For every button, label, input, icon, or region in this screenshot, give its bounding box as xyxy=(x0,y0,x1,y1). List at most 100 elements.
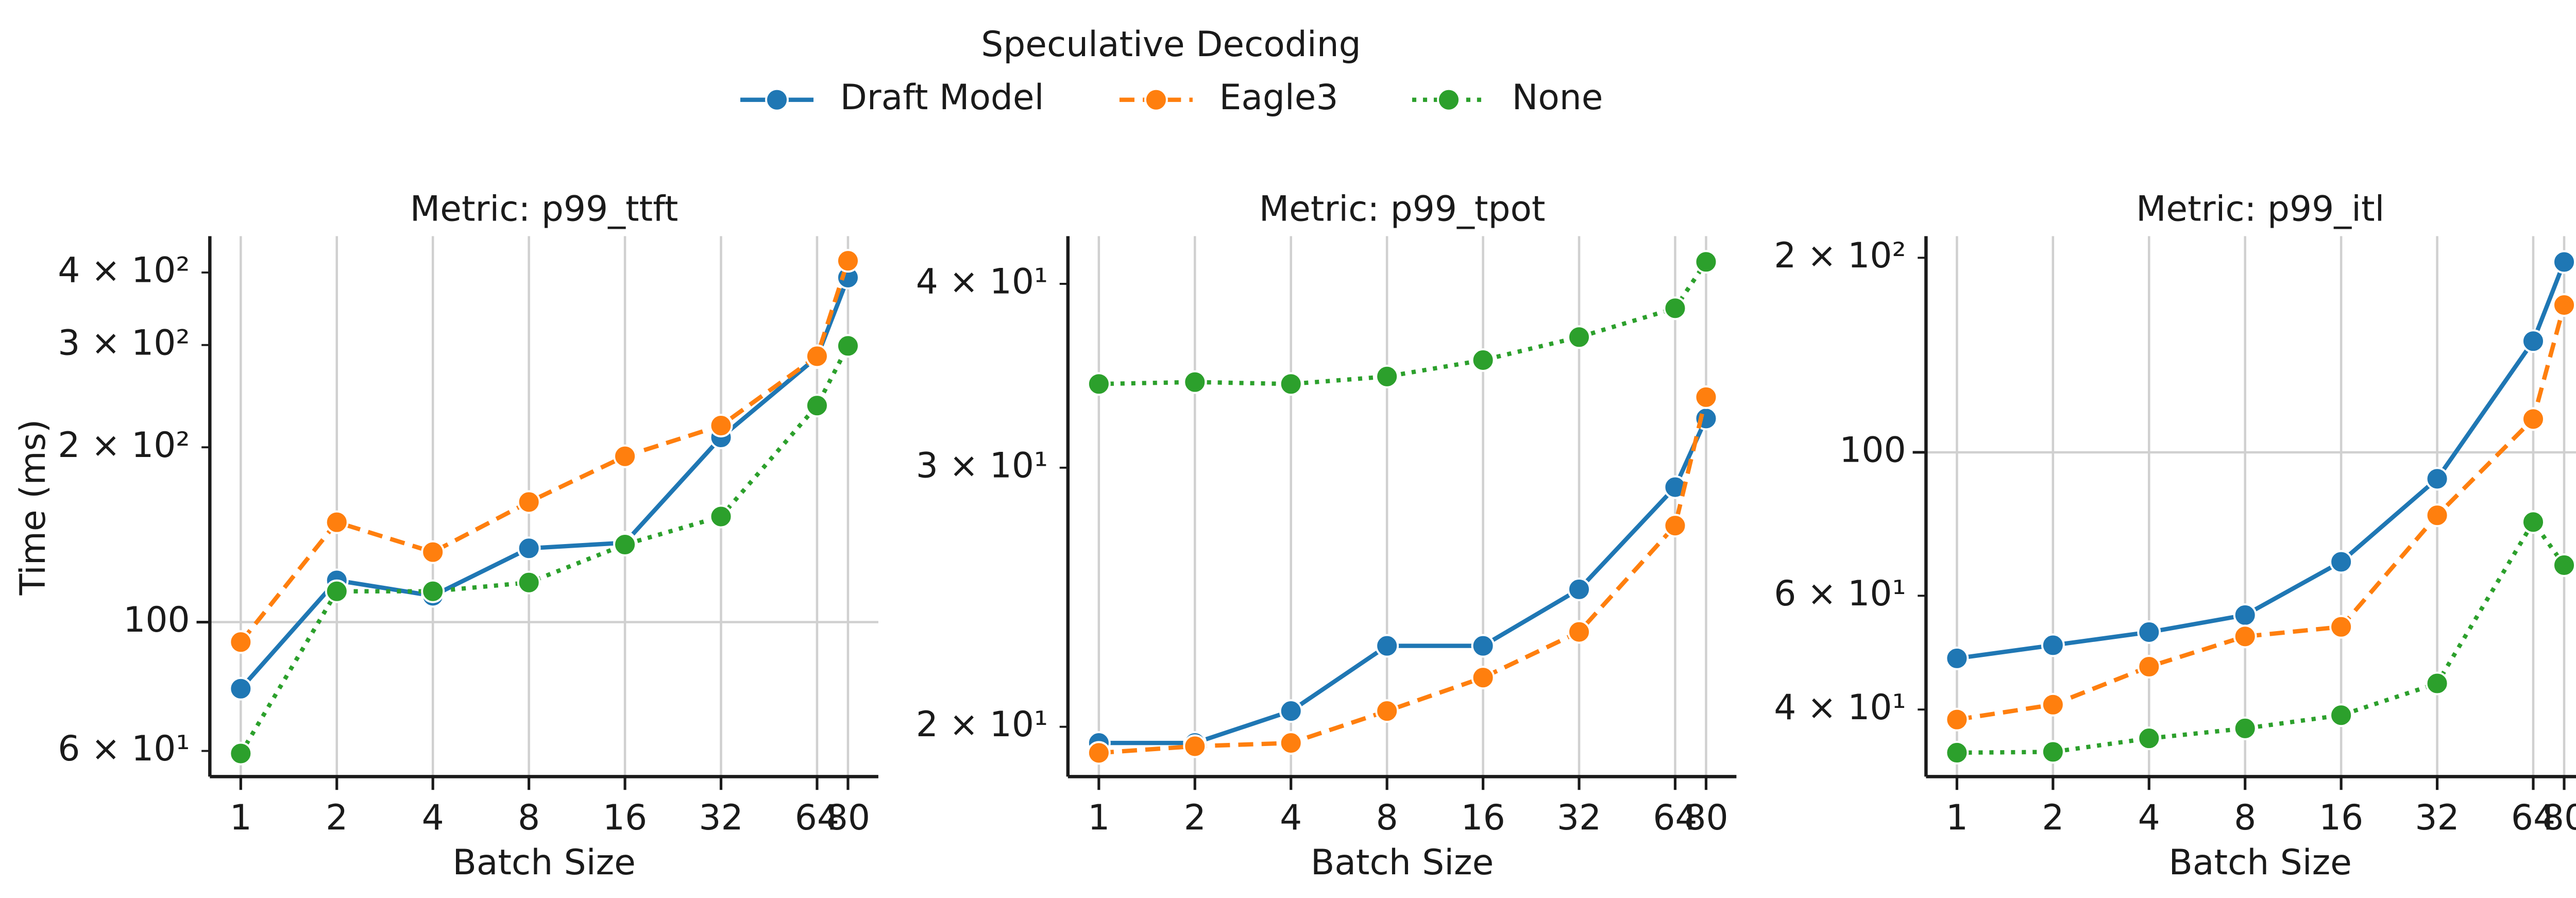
subplot-title: Metric: p99_itl xyxy=(2136,188,2384,229)
data-point xyxy=(517,570,541,595)
x-tick-label: 1 xyxy=(1088,797,1110,838)
legend-label: Draft Model xyxy=(840,77,1044,117)
data-point xyxy=(1375,699,1399,723)
data-point xyxy=(229,741,253,766)
x-tick-label: 1 xyxy=(1946,797,1968,838)
data-point xyxy=(2041,740,2065,764)
x-axis-label: Batch Size xyxy=(452,842,635,883)
y-tick-label: 2 × 10² xyxy=(1774,235,1906,276)
series-line xyxy=(1098,417,1708,745)
data-point xyxy=(805,394,829,418)
x-tick-label: 32 xyxy=(1557,797,1601,838)
data-point xyxy=(1663,296,1687,320)
data-point xyxy=(517,490,541,514)
data-point xyxy=(2329,615,2353,639)
data-point xyxy=(1087,372,1111,396)
data-point xyxy=(1183,370,1207,394)
data-point xyxy=(1945,707,1969,732)
data-point xyxy=(2041,692,2065,717)
data-point xyxy=(1471,348,1495,372)
subplot-title: Metric: p99_tpot xyxy=(1259,188,1546,229)
series-line xyxy=(239,277,850,690)
x-tick-label: 2 xyxy=(1184,797,1206,838)
legend-marker xyxy=(765,88,789,112)
y-tick-label: 100 xyxy=(123,599,190,640)
data-point xyxy=(1183,734,1207,758)
x-tick-label: 8 xyxy=(1376,797,1398,838)
y-tick-label: 4 × 10¹ xyxy=(1774,687,1906,727)
series-line xyxy=(1957,520,2566,755)
data-point xyxy=(1945,741,1969,765)
legend-marker xyxy=(1437,88,1461,112)
data-point xyxy=(613,533,637,556)
data-point xyxy=(836,249,860,273)
data-point xyxy=(805,344,829,368)
data-point xyxy=(421,579,445,603)
x-tick-label: 80 xyxy=(826,797,870,838)
data-point xyxy=(1694,250,1718,274)
data-point xyxy=(229,630,253,654)
data-point xyxy=(421,540,445,564)
series-line xyxy=(1098,260,1708,386)
y-axis-label: Time (ms) xyxy=(12,419,53,596)
legend-label: None xyxy=(1512,77,1603,117)
x-tick-label: 64 xyxy=(795,797,839,838)
data-point xyxy=(1471,666,1495,690)
x-tick-label: 32 xyxy=(699,797,743,838)
data-point xyxy=(2425,503,2449,528)
y-tick-label: 3 × 10² xyxy=(58,322,190,363)
data-point xyxy=(2521,407,2545,431)
data-point xyxy=(2137,620,2161,644)
data-point xyxy=(1375,634,1399,658)
y-tick-label: 100 xyxy=(1839,429,1906,470)
y-tick-label: 2 × 10² xyxy=(58,425,190,465)
x-tick-label: 64 xyxy=(1653,797,1697,838)
data-point xyxy=(1279,731,1303,755)
data-point xyxy=(836,334,860,358)
x-tick-label: 8 xyxy=(2234,797,2256,838)
data-point xyxy=(709,504,733,529)
x-axis-label: Batch Size xyxy=(2168,842,2351,883)
data-point xyxy=(325,579,349,603)
x-tick-label: 16 xyxy=(2319,797,2363,838)
y-tick-label: 4 × 10¹ xyxy=(916,261,1048,301)
data-point xyxy=(1945,646,1969,670)
legend-title: Speculative Decoding xyxy=(981,24,1361,64)
x-tick-label: 64 xyxy=(2511,797,2555,838)
data-point xyxy=(2329,550,2353,574)
data-point xyxy=(1375,364,1399,388)
x-tick-label: 4 xyxy=(422,797,444,838)
data-point xyxy=(1471,634,1495,658)
data-point xyxy=(2233,624,2257,649)
x-tick-label: 80 xyxy=(2542,797,2576,838)
data-point xyxy=(2425,467,2449,491)
x-tick-label: 4 xyxy=(2138,797,2160,838)
y-tick-label: 2 × 10¹ xyxy=(916,704,1048,744)
data-point xyxy=(2041,633,2065,657)
x-tick-label: 80 xyxy=(1684,797,1728,838)
data-point xyxy=(2521,329,2545,353)
data-point xyxy=(2233,716,2257,740)
data-point xyxy=(709,414,733,437)
data-point xyxy=(2425,671,2449,696)
legend-marker xyxy=(1144,88,1168,112)
data-point xyxy=(613,444,637,468)
x-axis-label: Batch Size xyxy=(1311,842,1494,883)
data-point xyxy=(1087,741,1111,765)
y-tick-label: 3 × 10¹ xyxy=(916,445,1048,485)
y-tick-label: 6 × 10¹ xyxy=(1774,573,1906,614)
y-tick-label: 4 × 10² xyxy=(58,249,190,290)
series-line xyxy=(1956,304,2567,722)
data-point xyxy=(1279,699,1303,723)
data-point xyxy=(1663,514,1687,538)
data-point xyxy=(1567,325,1591,349)
x-tick-label: 4 xyxy=(1280,797,1302,838)
data-point xyxy=(1694,385,1718,409)
x-tick-label: 32 xyxy=(2415,797,2459,838)
x-tick-label: 16 xyxy=(1461,797,1505,838)
